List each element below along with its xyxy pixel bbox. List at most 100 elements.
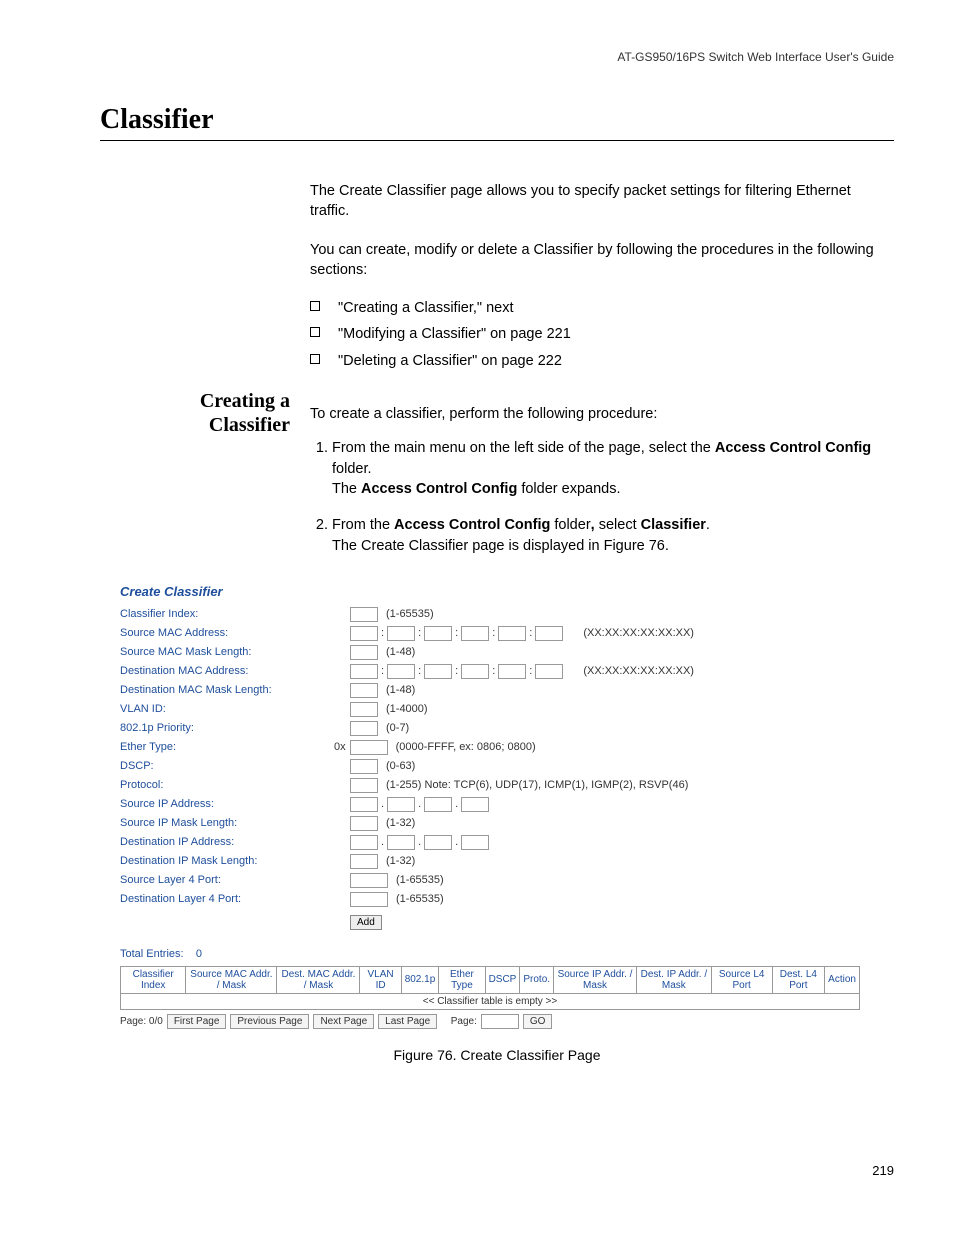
dst-mac-input[interactable] xyxy=(461,664,489,679)
src-ip-input[interactable] xyxy=(387,797,415,812)
field-label: Destination IP Address: xyxy=(120,836,350,848)
next-page-button[interactable]: Next Page xyxy=(313,1014,374,1029)
classifier-index-input[interactable] xyxy=(350,607,378,622)
subsection-heading: Creating a Classifier xyxy=(100,389,310,437)
section-links-list: "Creating a Classifier," next "Modifying… xyxy=(310,298,894,371)
last-page-button[interactable]: Last Page xyxy=(378,1014,437,1029)
classifier-table: Classifier Index Source MAC Addr. / Mask… xyxy=(120,966,860,1010)
bullet-item: "Deleting a Classifier" on page 222 xyxy=(310,351,894,371)
total-entries-value: 0 xyxy=(196,948,202,960)
dst-mac-input-group: : : : : : (XX:XX:XX:XX:XX:XX) xyxy=(350,664,694,679)
figure-caption: Figure 76. Create Classifier Page xyxy=(100,1047,894,1063)
step-bold: Classifier xyxy=(641,517,706,533)
intro-paragraph-2: You can create, modify or delete a Class… xyxy=(310,240,894,281)
dst-ip-mask-input[interactable] xyxy=(350,854,378,869)
procedure-step: From the Access Control Config folder, s… xyxy=(332,515,894,556)
dst-ip-input[interactable] xyxy=(387,835,415,850)
doc-header: AT-GS950/16PS Switch Web Interface User'… xyxy=(100,50,894,64)
field-label: Destination Layer 4 Port: xyxy=(120,893,350,905)
add-button[interactable]: Add xyxy=(350,915,382,930)
src-ip-mask-input[interactable] xyxy=(350,816,378,831)
sub-heading-line2: Classifier xyxy=(209,414,290,436)
table-header: Dest. L4 Port xyxy=(772,966,825,993)
src-ip-input[interactable] xyxy=(461,797,489,812)
field-label: Source Layer 4 Port: xyxy=(120,874,350,886)
ether-type-input[interactable] xyxy=(350,740,388,755)
page-number-input[interactable] xyxy=(481,1014,519,1029)
page-indicator: Page: 0/0 xyxy=(120,1016,163,1027)
field-hint: (1-65535) xyxy=(386,608,434,620)
step-text: The xyxy=(332,481,361,497)
first-page-button[interactable]: First Page xyxy=(167,1014,227,1029)
table-header: Dest. MAC Addr. / Mask xyxy=(277,966,360,993)
table-header: Action xyxy=(825,966,860,993)
field-hint: (1-32) xyxy=(386,855,415,867)
src-mac-input[interactable] xyxy=(498,626,526,641)
table-header: Source L4 Port xyxy=(711,966,772,993)
field-hint: (1-32) xyxy=(386,817,415,829)
field-label: Protocol: xyxy=(120,779,350,791)
step-text: folder expands. xyxy=(517,481,620,497)
dst-mac-input[interactable] xyxy=(424,664,452,679)
field-hint: (XX:XX:XX:XX:XX:XX) xyxy=(583,665,694,677)
src-l4-input[interactable] xyxy=(350,873,388,888)
dst-mac-input[interactable] xyxy=(387,664,415,679)
table-header: Proto. xyxy=(520,966,554,993)
src-mac-input[interactable] xyxy=(535,626,563,641)
table-header: Ether Type xyxy=(439,966,485,993)
screenshot-title: Create Classifier xyxy=(120,584,860,599)
field-hint: (1-48) xyxy=(386,684,415,696)
dst-ip-input[interactable] xyxy=(350,835,378,850)
bullet-item: "Creating a Classifier," next xyxy=(310,298,894,318)
field-label: Source IP Mask Length: xyxy=(120,817,350,829)
field-hint: (0000-FFFF, ex: 0806; 0800) xyxy=(396,741,536,753)
step-bold: Access Control Config xyxy=(361,481,517,497)
src-ip-input[interactable] xyxy=(424,797,452,812)
field-label: Classifier Index: xyxy=(120,608,350,620)
table-header: Dest. IP Addr. / Mask xyxy=(636,966,711,993)
step-text: folder. xyxy=(332,461,372,477)
table-header: Classifier Index xyxy=(121,966,186,993)
protocol-input[interactable] xyxy=(350,778,378,793)
field-hint: (0-7) xyxy=(386,722,409,734)
field-label: Destination MAC Address: xyxy=(120,665,350,677)
table-empty-row: << Classifier table is empty >> xyxy=(121,993,860,1009)
step-text: . xyxy=(706,517,710,533)
src-mac-input[interactable] xyxy=(387,626,415,641)
8021p-input[interactable] xyxy=(350,721,378,736)
total-entries: Total Entries: 0 xyxy=(120,948,860,960)
dst-l4-input[interactable] xyxy=(350,892,388,907)
field-label: VLAN ID: xyxy=(120,703,350,715)
total-entries-label: Total Entries: xyxy=(120,948,184,960)
go-button[interactable]: GO xyxy=(523,1014,553,1029)
field-hint: (1-65535) xyxy=(396,893,444,905)
src-mac-input[interactable] xyxy=(350,626,378,641)
step-bold: Access Control Config xyxy=(394,517,550,533)
table-header: VLAN ID xyxy=(360,966,401,993)
dst-ip-input-group: . . . xyxy=(350,835,489,850)
src-mac-input[interactable] xyxy=(424,626,452,641)
field-hint: (1-255) Note: TCP(6), UDP(17), ICMP(1), … xyxy=(386,779,688,791)
figure-screenshot: Create Classifier Classifier Index: (1-6… xyxy=(120,584,860,1029)
field-label: DSCP: xyxy=(120,760,350,772)
sub-heading-line1: Creating a xyxy=(200,390,290,412)
field-label: Source MAC Address: xyxy=(120,627,350,639)
dscp-input[interactable] xyxy=(350,759,378,774)
src-mac-mask-input[interactable] xyxy=(350,645,378,660)
previous-page-button[interactable]: Previous Page xyxy=(230,1014,309,1029)
vlan-id-input[interactable] xyxy=(350,702,378,717)
dst-ip-input[interactable] xyxy=(424,835,452,850)
dst-mac-input[interactable] xyxy=(535,664,563,679)
src-mac-input[interactable] xyxy=(461,626,489,641)
src-mac-input-group: : : : : : (XX:XX:XX:XX:XX:XX) xyxy=(350,626,694,641)
dst-mac-input[interactable] xyxy=(498,664,526,679)
table-header: 802.1p xyxy=(401,966,439,993)
src-ip-input[interactable] xyxy=(350,797,378,812)
dst-mac-input[interactable] xyxy=(350,664,378,679)
field-hint: (1-4000) xyxy=(386,703,428,715)
field-label: Destination IP Mask Length: xyxy=(120,855,350,867)
field-label: 802.1p Priority: xyxy=(120,722,350,734)
dst-mac-mask-input[interactable] xyxy=(350,683,378,698)
dst-ip-input[interactable] xyxy=(461,835,489,850)
ether-prefix: 0x xyxy=(334,741,346,753)
